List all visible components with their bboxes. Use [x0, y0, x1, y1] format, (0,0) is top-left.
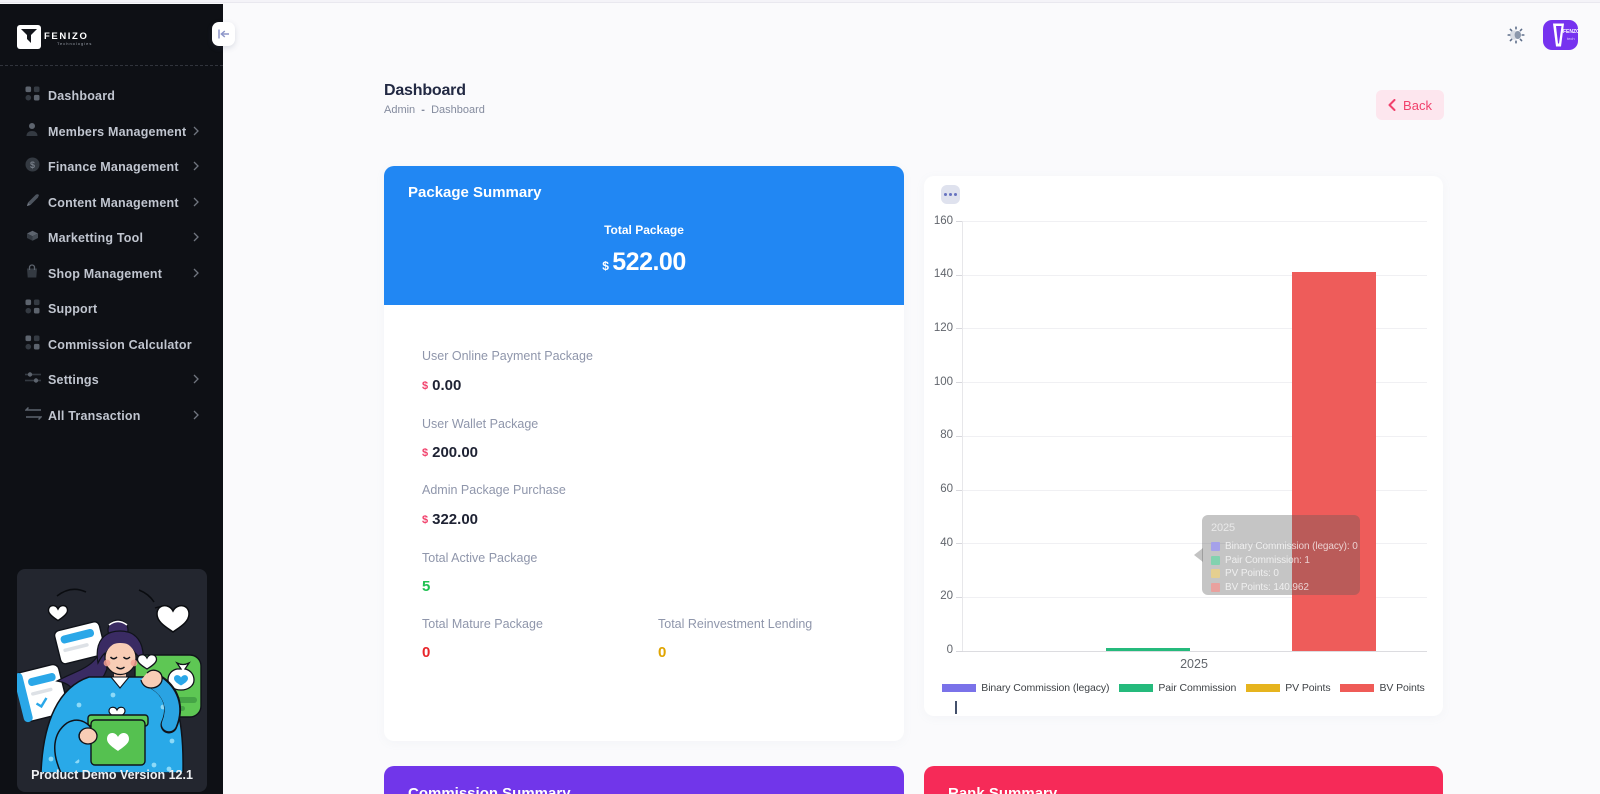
svg-text:tech: tech: [1567, 36, 1575, 41]
svg-text:FENZO: FENZO: [1563, 29, 1578, 35]
svg-text:$: $: [30, 160, 35, 170]
